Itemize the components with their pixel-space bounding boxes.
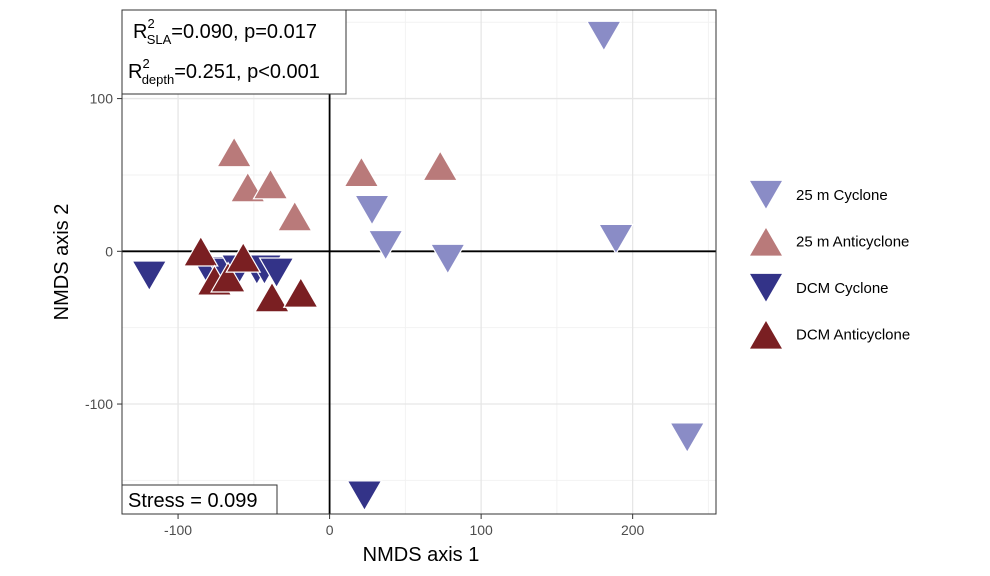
data-point-25-m-cyclone [669, 422, 706, 454]
data-points [131, 20, 706, 512]
r2-depth-label: R2 depth=0.251, p<0.001 [128, 56, 320, 87]
legend-key-25-m-cyclone [747, 179, 785, 211]
data-point-dcm-anticyclone [210, 261, 247, 293]
stress-annotation-box: Stress = 0.099 [121, 484, 278, 515]
legend-label: DCM Cyclone [796, 280, 889, 297]
legend-label: 25 m Anticyclone [796, 234, 909, 251]
r2-depth-r: R [128, 61, 142, 83]
x-tick-label: -100 [164, 522, 192, 538]
legend-key-dcm-anticyclone [747, 318, 785, 350]
y-tick-label: 100 [90, 91, 114, 107]
r2-depth-sub: depth [142, 72, 175, 87]
x-tick-label: 0 [326, 522, 334, 538]
data-point-25-m-cyclone [353, 194, 391, 226]
legend-label: 25 m Cyclone [796, 187, 888, 204]
data-point-dcm-anticyclone [282, 276, 319, 308]
stress-label: Stress = 0.099 [128, 490, 258, 512]
r2-depth-sup: 2 [142, 56, 149, 71]
data-point-dcm-cyclone [346, 480, 383, 512]
x-axis-title: NMDS axis 1 [363, 544, 480, 566]
x-tick-label: 100 [469, 522, 493, 538]
x-tick-label: 200 [621, 522, 645, 538]
data-point-25-m-anticyclone [422, 149, 459, 182]
data-point-25-m-cyclone [429, 243, 466, 275]
y-tick-label: 0 [105, 243, 113, 259]
data-point-25-m-cyclone [585, 20, 622, 52]
y-axis-title: NMDS axis 2 [51, 204, 73, 321]
data-point-25-m-cyclone [367, 229, 404, 262]
legend-key-25-m-anticyclone [747, 225, 785, 257]
axis-ticks: -100 0 100 200 -100 0 100 [85, 91, 645, 538]
data-point-dcm-cyclone [131, 260, 168, 292]
r2-sla-sub: SLA [147, 32, 172, 47]
data-point-25-m-anticyclone [276, 200, 313, 232]
r2-box-frame [121, 9, 347, 95]
stress-box-frame [121, 484, 278, 515]
legend: 25 m Cyclone 25 m Anticyclone DCM Cyclone D… [747, 179, 910, 350]
r2-sla-value: =0.090, p=0.017 [171, 21, 317, 43]
data-point-25-m-anticyclone [216, 136, 253, 168]
data-point-25-m-anticyclone [343, 155, 380, 188]
data-point-dcm-cyclone [258, 257, 295, 289]
data-point-dcm-anticyclone [253, 281, 291, 313]
data-point-25-m-cyclone [597, 223, 635, 256]
r2-sla-label: R2 SLA=0.090, p=0.017 [133, 16, 317, 47]
legend-label: DCM Anticyclone [796, 327, 910, 344]
data-point-dcm-anticyclone [225, 241, 262, 273]
plot-panel-border [121, 9, 717, 515]
legend-key-dcm-cyclone [747, 272, 785, 304]
y-tick-label: -100 [85, 396, 113, 412]
r2-sla-sup: 2 [147, 16, 154, 31]
r2-annotation-box: R2 SLA=0.090, p=0.017 R2 depth=0.251, p<0.… [121, 9, 347, 95]
data-point-25-m-anticyclone [252, 168, 289, 200]
data-point-dcm-anticyclone [182, 235, 219, 267]
r2-depth-value: =0.251, p<0.001 [174, 61, 320, 83]
r2-sla-r: R [133, 21, 147, 43]
